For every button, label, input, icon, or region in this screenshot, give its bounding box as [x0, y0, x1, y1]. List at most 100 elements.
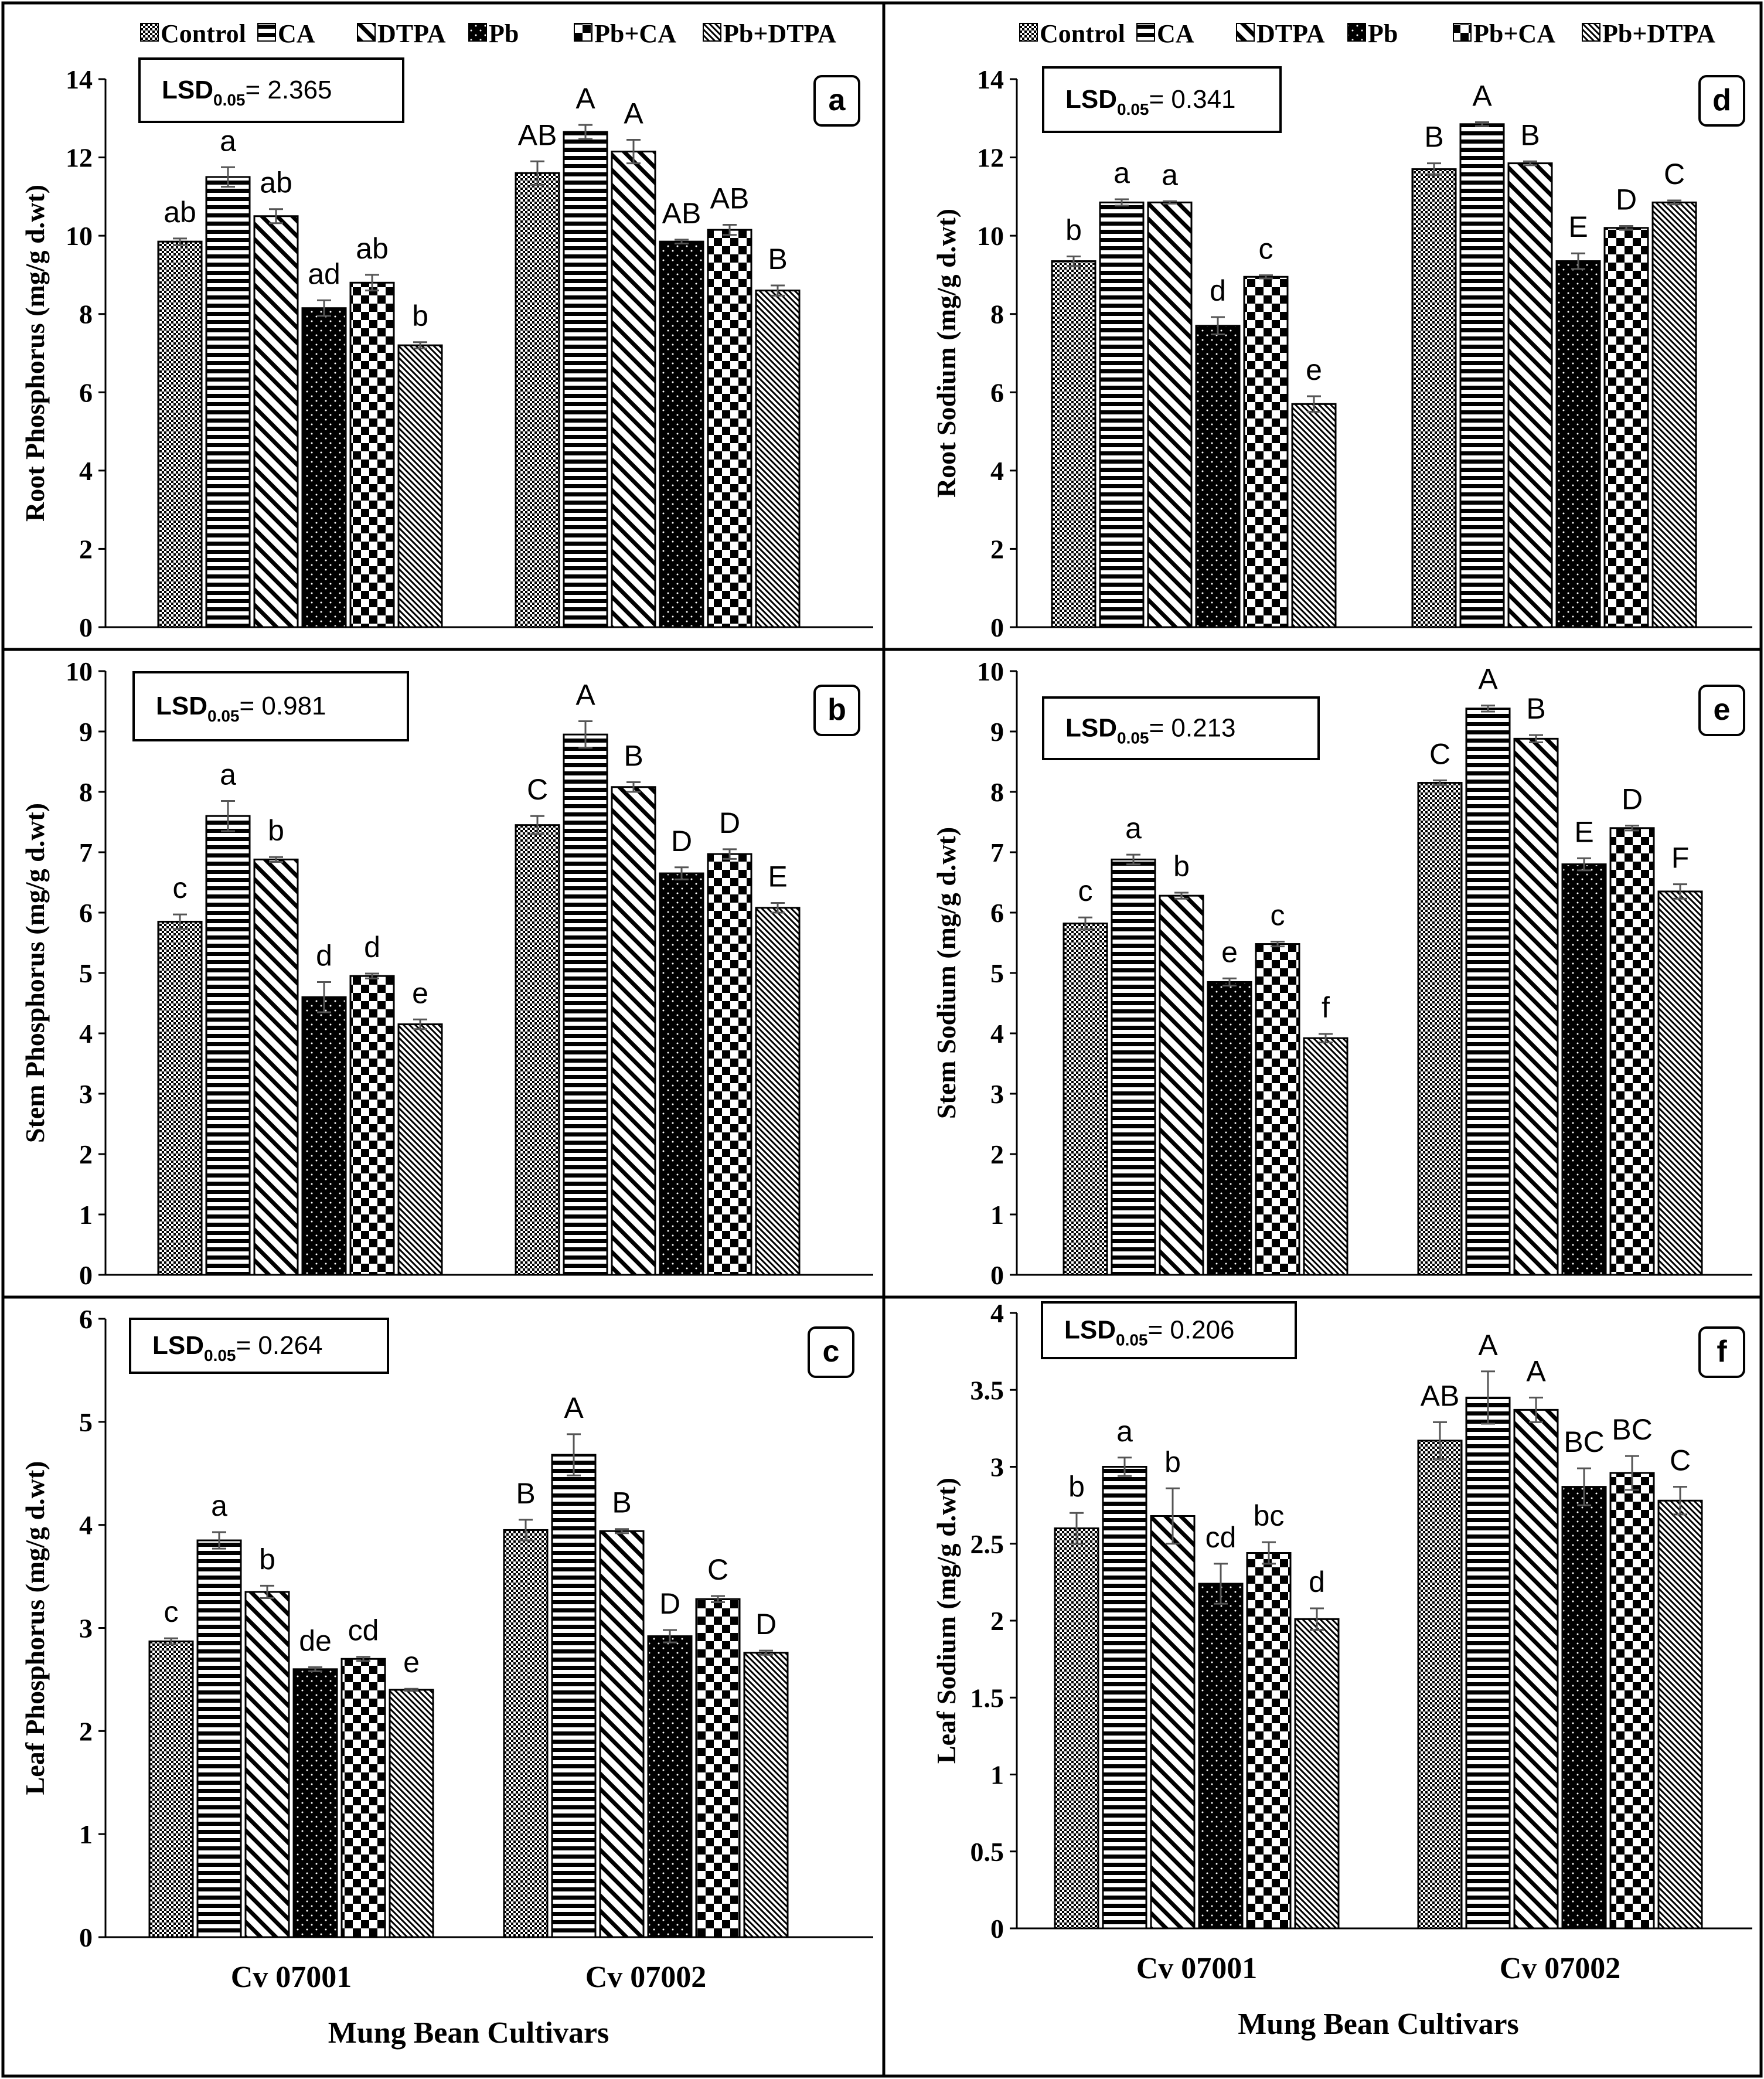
y-tick-label: 7: [79, 838, 93, 867]
y-tick-label: 1: [79, 1200, 93, 1230]
y-tick-label: 4: [990, 1019, 1004, 1049]
y-tick-label: 1: [79, 1819, 93, 1849]
significance-letter: C: [527, 773, 548, 806]
significance-letter: AB: [518, 118, 557, 151]
legend-swatch: [1453, 23, 1472, 42]
significance-letter: C: [707, 1553, 728, 1586]
legend-label: CA: [1157, 19, 1194, 48]
bar: [1465, 1396, 1511, 1930]
y-tick-label: 5: [990, 958, 1004, 988]
y-tick-label: 8: [79, 777, 93, 807]
y-axis-title: Root Sodium (mg/g d.wt): [931, 209, 961, 498]
bar: [253, 858, 299, 1276]
significance-letter: cd: [1205, 1521, 1237, 1554]
legend-label: Pb: [1368, 19, 1398, 48]
lsd-label: LSD0.05= 0.981: [156, 692, 326, 725]
significance-letter: b: [1065, 214, 1082, 247]
y-tick-label: 4: [990, 456, 1004, 486]
panel-tag: f: [1717, 1335, 1727, 1369]
x-axis-title: Mung Bean Cultivars: [1238, 2007, 1519, 2041]
bar: [1063, 923, 1108, 1276]
y-tick-label: 2: [79, 1139, 93, 1169]
bar: [503, 1529, 549, 1938]
x-tick-label: Cv 07001: [231, 1961, 352, 1994]
y-tick-label: 6: [79, 377, 93, 407]
significance-letter: e: [403, 1646, 420, 1679]
y-axis-title: Leaf Sodium (mg/g d.wt): [931, 1478, 961, 1764]
legend-label: Pb: [489, 19, 519, 48]
bar: [659, 240, 704, 628]
bar: [1147, 201, 1193, 628]
y-tick-label: 1.5: [970, 1683, 1004, 1713]
y-tick-label: 12: [977, 143, 1004, 173]
legend-swatch: [1347, 23, 1366, 42]
y-tick-label: 0: [79, 1923, 93, 1952]
lsd-box: [1042, 66, 1282, 133]
panel-tag: c: [823, 1335, 840, 1369]
significance-letter: ab: [356, 232, 389, 265]
y-axis-title: Stem Sodium (mg/g d.wt): [931, 827, 961, 1119]
bar: [1657, 890, 1703, 1276]
legend-label: Pb+DTPA: [1602, 19, 1715, 48]
significance-letter: d: [1309, 1566, 1325, 1598]
bar: [1099, 201, 1145, 628]
x-tick-label: Cv 07002: [585, 1961, 707, 1994]
legend-swatch: [357, 23, 376, 42]
bar: [349, 975, 395, 1276]
bar: [611, 151, 656, 628]
significance-letter: ab: [260, 166, 292, 199]
bar: [1513, 1408, 1559, 1930]
significance-letter: e: [1306, 353, 1322, 386]
bar: [244, 1591, 290, 1938]
bar: [1051, 260, 1096, 628]
significance-letter: AB: [710, 182, 750, 215]
significance-letter: C: [1429, 737, 1450, 770]
significance-letter: A: [564, 1391, 584, 1424]
lsd-label: LSD0.05= 0.341: [1065, 85, 1236, 118]
bar: [1513, 737, 1559, 1276]
y-tick-label: 3: [79, 1079, 93, 1109]
significance-letter: BC: [1564, 1425, 1604, 1458]
bar: [253, 215, 299, 628]
y-axis-title: Stem Phosphorus (mg/g d.wt): [20, 803, 50, 1143]
bar: [1507, 162, 1553, 628]
bar: [1561, 863, 1607, 1276]
bar: [1111, 858, 1156, 1276]
lsd-box: [1041, 1301, 1297, 1359]
bar: [1207, 981, 1252, 1276]
y-tick-label: 4: [79, 1510, 93, 1540]
legend-label: Control: [1040, 19, 1125, 48]
bar: [301, 996, 347, 1276]
bar: [1603, 227, 1649, 628]
bar: [1198, 1583, 1244, 1930]
significance-letter: B: [768, 243, 787, 275]
bar: [755, 290, 801, 628]
bar: [1150, 1515, 1196, 1930]
y-tick-label: 4: [79, 456, 93, 486]
panel-tag: d: [1712, 83, 1731, 117]
legend-swatch: [1236, 23, 1255, 42]
bar: [1054, 1527, 1099, 1930]
significance-letter: A: [1472, 79, 1492, 112]
bar: [1246, 1552, 1292, 1930]
y-tick-label: 10: [66, 221, 93, 251]
significance-letter: E: [768, 860, 787, 893]
legend-swatch: [574, 23, 592, 42]
bar: [1465, 707, 1511, 1276]
legend-label: Pb+CA: [594, 19, 676, 48]
bar: [1195, 325, 1241, 628]
y-tick-label: 5: [79, 958, 93, 988]
significance-letter: ad: [308, 257, 340, 290]
bar: [695, 1598, 741, 1938]
legend-label: CA: [278, 19, 315, 48]
significance-letter: AB: [662, 197, 701, 230]
legend: Control CA DTPA Pb Pb+CA Pb+DTPA: [1019, 19, 1715, 48]
significance-letter: b: [1173, 850, 1190, 883]
y-axis-title: Leaf Phosphorus (mg/g d.wt): [20, 1461, 50, 1795]
significance-letter: D: [719, 807, 740, 839]
significance-letter: A: [575, 678, 595, 711]
significance-letter: e: [1221, 935, 1238, 968]
panel-tag-box: [1698, 1326, 1745, 1378]
panel-tag-box: [808, 1326, 854, 1378]
